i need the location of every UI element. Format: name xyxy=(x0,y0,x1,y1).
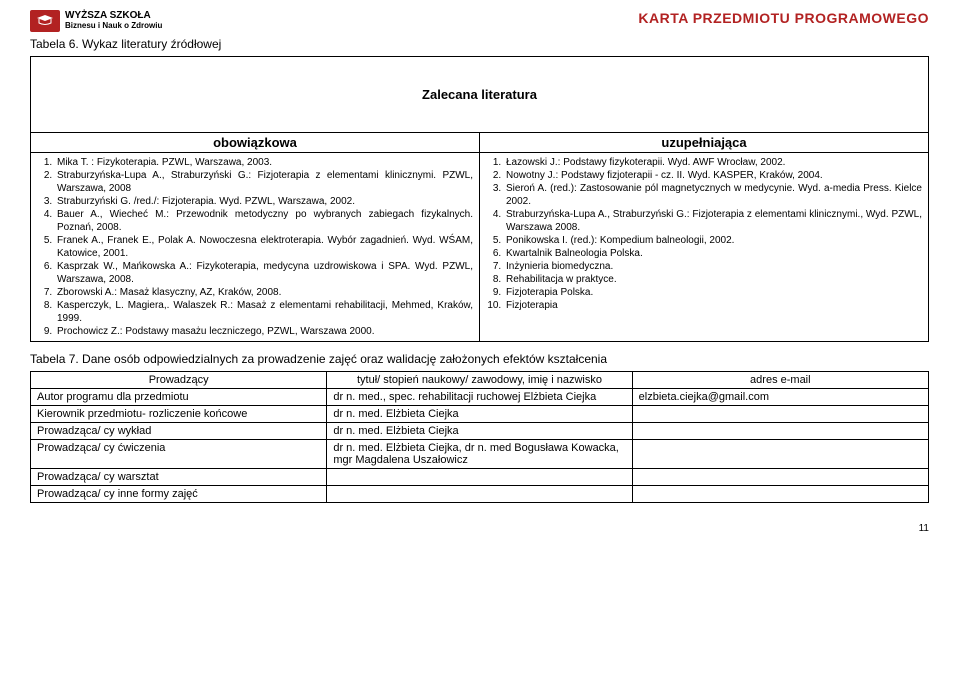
page: WYŻSZA SZKOŁA Biznesu i Nauk o Zdrowiu K… xyxy=(0,0,959,544)
t7-h3: adres e-mail xyxy=(632,372,928,389)
t7-r5-c2 xyxy=(327,486,632,503)
mandatory-item: Zborowski A.: Masaż klasyczny, AZ, Krakó… xyxy=(55,286,473,299)
zalecana-header: Zalecana literatura xyxy=(31,57,929,133)
responsible-table: Prowadzący tytuł/ stopień naukowy/ zawod… xyxy=(30,371,929,503)
mandatory-item: Kasprzak W., Mańkowska A.: Fizykoterapia… xyxy=(55,260,473,286)
mandatory-item: Straburzyński G. /red./: Fizjoterapia. W… xyxy=(55,195,473,208)
supplementary-item: Fizjoterapia Polska. xyxy=(504,286,922,299)
t7-h2: tytuł/ stopień naukowy/ zawodowy, imię i… xyxy=(327,372,632,389)
t7-r3-c2: dr n. med. Elżbieta Ciejka, dr n. med Bo… xyxy=(327,440,632,469)
t7-r1-c2: dr n. med. Elżbieta Ciejka xyxy=(327,406,632,423)
table7-caption: Tabela 7. Dane osób odpowiedzialnych za … xyxy=(30,352,929,366)
t7-r3-c3 xyxy=(632,440,928,469)
t7-r0-c2: dr n. med., spec. rehabilitacji ruchowej… xyxy=(327,389,632,406)
logo-line2: Biznesu i Nauk o Zdrowiu xyxy=(65,21,162,31)
t7-h1: Prowadzący xyxy=(31,372,327,389)
logo-text: WYŻSZA SZKOŁA Biznesu i Nauk o Zdrowiu xyxy=(65,11,162,31)
supplementary-item: Nowotny J.: Podstawy fizjoterapii - cz. … xyxy=(504,169,922,182)
mandatory-item: Prochowicz Z.: Podstawy masażu lecznicze… xyxy=(55,325,473,338)
t7-r3-c1: Prowadząca/ cy ćwiczenia xyxy=(31,440,327,469)
supplementary-item: Kwartalnik Balneologia Polska. xyxy=(504,247,922,260)
supplementary-item: Rehabilitacja w praktyce. xyxy=(504,273,922,286)
mandatory-item: Mika T. : Fizykoterapia. PZWL, Warszawa,… xyxy=(55,156,473,169)
supplementary-item: Straburzyńska-Lupa A., Straburzyński G.:… xyxy=(504,208,922,234)
mandatory-item: Bauer A., Wiecheć M.: Przewodnik metodyc… xyxy=(55,208,473,234)
table-row: Kierownik przedmiotu- rozliczenie końcow… xyxy=(31,406,929,423)
t7-r5-c3 xyxy=(632,486,928,503)
t7-r0-c3: elzbieta.ciejka@gmail.com xyxy=(632,389,928,406)
t7-r1-c1: Kierownik przedmiotu- rozliczenie końcow… xyxy=(31,406,327,423)
t7-r1-c3 xyxy=(632,406,928,423)
mandatory-cell: Mika T. : Fizykoterapia. PZWL, Warszawa,… xyxy=(31,153,480,342)
t7-r4-c1: Prowadząca/ cy warsztat xyxy=(31,469,327,486)
t7-r0-c1: Autor programu dla przedmiotu xyxy=(31,389,327,406)
t7-r4-c3 xyxy=(632,469,928,486)
karta-title: KARTA PRZEDMIOTU PROGRAMOWEGO xyxy=(638,10,929,26)
logo-line1: WYŻSZA SZKOŁA xyxy=(65,11,162,21)
mandatory-item: Kasperczyk, L. Magiera,. Walaszek R.: Ma… xyxy=(55,299,473,325)
supplementary-item: Sieroń A. (red.): Zastosowanie pól magne… xyxy=(504,182,922,208)
table-row: Prowadząca/ cy wykład dr n. med. Elżbiet… xyxy=(31,423,929,440)
supplementary-header: uzupełniająca xyxy=(480,133,929,153)
table6-caption: Tabela 6. Wykaz literatury źródłowej xyxy=(30,37,929,51)
table-row: Prowadząca/ cy warsztat xyxy=(31,469,929,486)
top-header: WYŻSZA SZKOŁA Biznesu i Nauk o Zdrowiu K… xyxy=(30,10,929,32)
supplementary-cell: Łazowski J.: Podstawy fizykoterapii. Wyd… xyxy=(480,153,929,342)
supplementary-item: Fizjoterapia xyxy=(504,299,922,312)
literature-table: Zalecana literatura obowiązkowa uzupełni… xyxy=(30,56,929,342)
table-row: Autor programu dla przedmiotu dr n. med.… xyxy=(31,389,929,406)
supplementary-item: Łazowski J.: Podstawy fizykoterapii. Wyd… xyxy=(504,156,922,169)
supplementary-item: Ponikowska I. (red.): Kompedium balneolo… xyxy=(504,234,922,247)
t7-r2-c2: dr n. med. Elżbieta Ciejka xyxy=(327,423,632,440)
mandatory-item: Franek A., Franek E., Polak A. Nowoczesn… xyxy=(55,234,473,260)
t7-r5-c1: Prowadząca/ cy inne formy zajęć xyxy=(31,486,327,503)
table-row: Prowadząca/ cy inne formy zajęć xyxy=(31,486,929,503)
table-row: Prowadząca/ cy ćwiczenia dr n. med. Elżb… xyxy=(31,440,929,469)
page-number: 11 xyxy=(30,503,929,534)
supplementary-item: Inżynieria biomedyczna. xyxy=(504,260,922,273)
logo-icon xyxy=(30,10,60,32)
mandatory-header: obowiązkowa xyxy=(31,133,480,153)
t7-r2-c3 xyxy=(632,423,928,440)
logo-block: WYŻSZA SZKOŁA Biznesu i Nauk o Zdrowiu xyxy=(30,10,162,32)
t7-r4-c2 xyxy=(327,469,632,486)
t7-r2-c1: Prowadząca/ cy wykład xyxy=(31,423,327,440)
mandatory-item: Straburzyńska-Lupa A., Straburzyński G.:… xyxy=(55,169,473,195)
